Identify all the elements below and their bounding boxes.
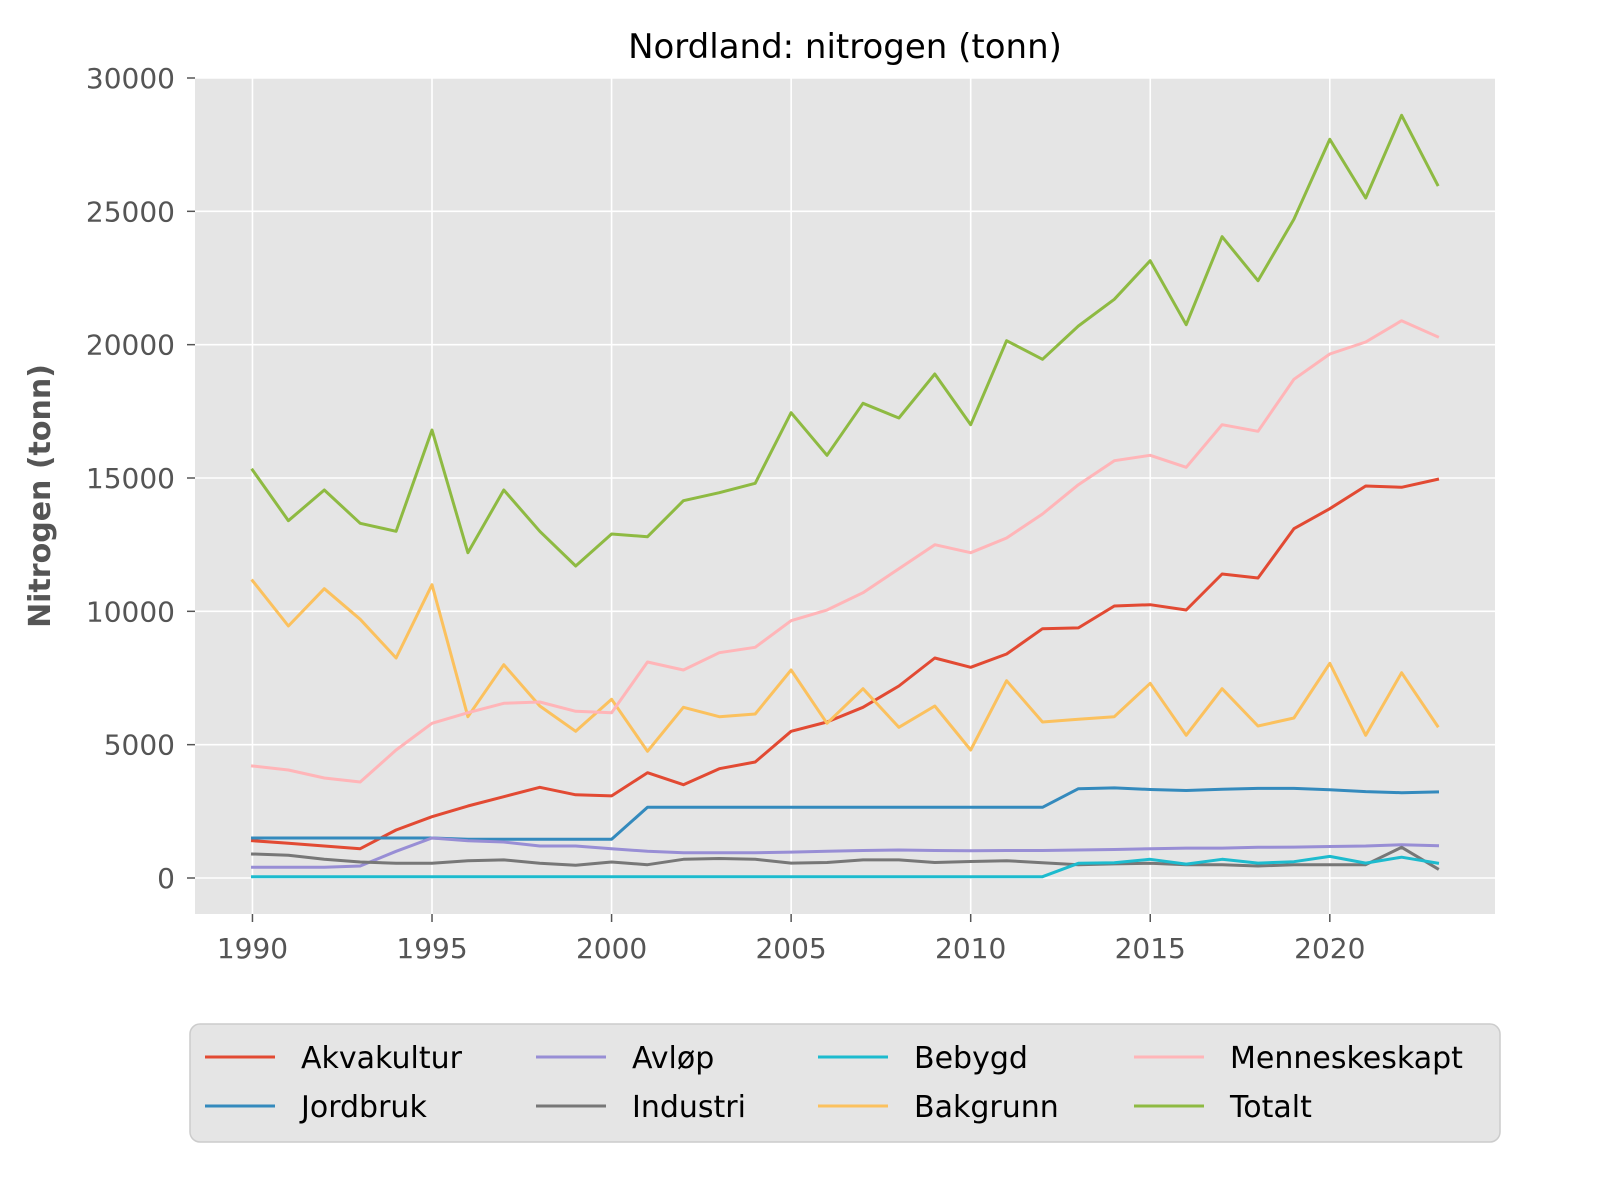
axis-ticks: 1990 1995 2000 2005 2010 2015 2020 0 5000 10000 15… — [86, 62, 1366, 965]
legend-label: Menneskeskapt — [1230, 1041, 1463, 1076]
series-line-avløp — [251, 836, 1440, 869]
legend-frame — [189, 1023, 1501, 1143]
x-tick-label: 1995 — [396, 932, 467, 965]
y-tick-label: 30000 — [86, 62, 175, 95]
x-tick-label: 2010 — [935, 932, 1006, 965]
x-tick-label: 2000 — [576, 932, 647, 965]
series-line-akvakultur — [250, 477, 1440, 851]
legend-label: Jordbruk — [299, 1090, 427, 1125]
series-lines — [250, 113, 1440, 879]
legend-label: Totalt — [1229, 1090, 1312, 1125]
legend-label: Avløp — [632, 1041, 714, 1076]
series-line-industri — [250, 845, 1440, 871]
series-line-bebygd — [251, 854, 1440, 879]
y-tick-label: 25000 — [86, 195, 175, 228]
series-line-totalt — [250, 113, 1440, 568]
series-line-menneskeskapt — [250, 319, 1440, 784]
series-line-bakgrunn — [250, 578, 1440, 753]
x-tick-label: 2005 — [755, 932, 826, 965]
legend-label: Bebygd — [914, 1041, 1028, 1076]
plot-area — [195, 78, 1495, 914]
y-tick-label: 5000 — [104, 729, 175, 762]
chart-title: Nordland: nitrogen (tonn) — [628, 27, 1062, 67]
legend-label: Akvakultur — [301, 1041, 463, 1076]
legend: Akvakultur Jordbruk Avløp Industri Bebygd Bak… — [189, 1023, 1501, 1143]
legend-label: Industri — [632, 1090, 746, 1125]
y-tick-label: 10000 — [86, 595, 175, 628]
y-tick-label: 15000 — [86, 462, 175, 495]
y-tick-label: 20000 — [86, 329, 175, 362]
y-axis-label: Nitrogen (tonn) — [23, 364, 58, 628]
x-tick-label: 2015 — [1115, 932, 1186, 965]
x-tick-label: 1990 — [217, 932, 288, 965]
y-tick-label: 0 — [157, 862, 175, 895]
legend-label: Bakgrunn — [914, 1090, 1059, 1125]
x-tick-label: 2020 — [1294, 932, 1365, 965]
